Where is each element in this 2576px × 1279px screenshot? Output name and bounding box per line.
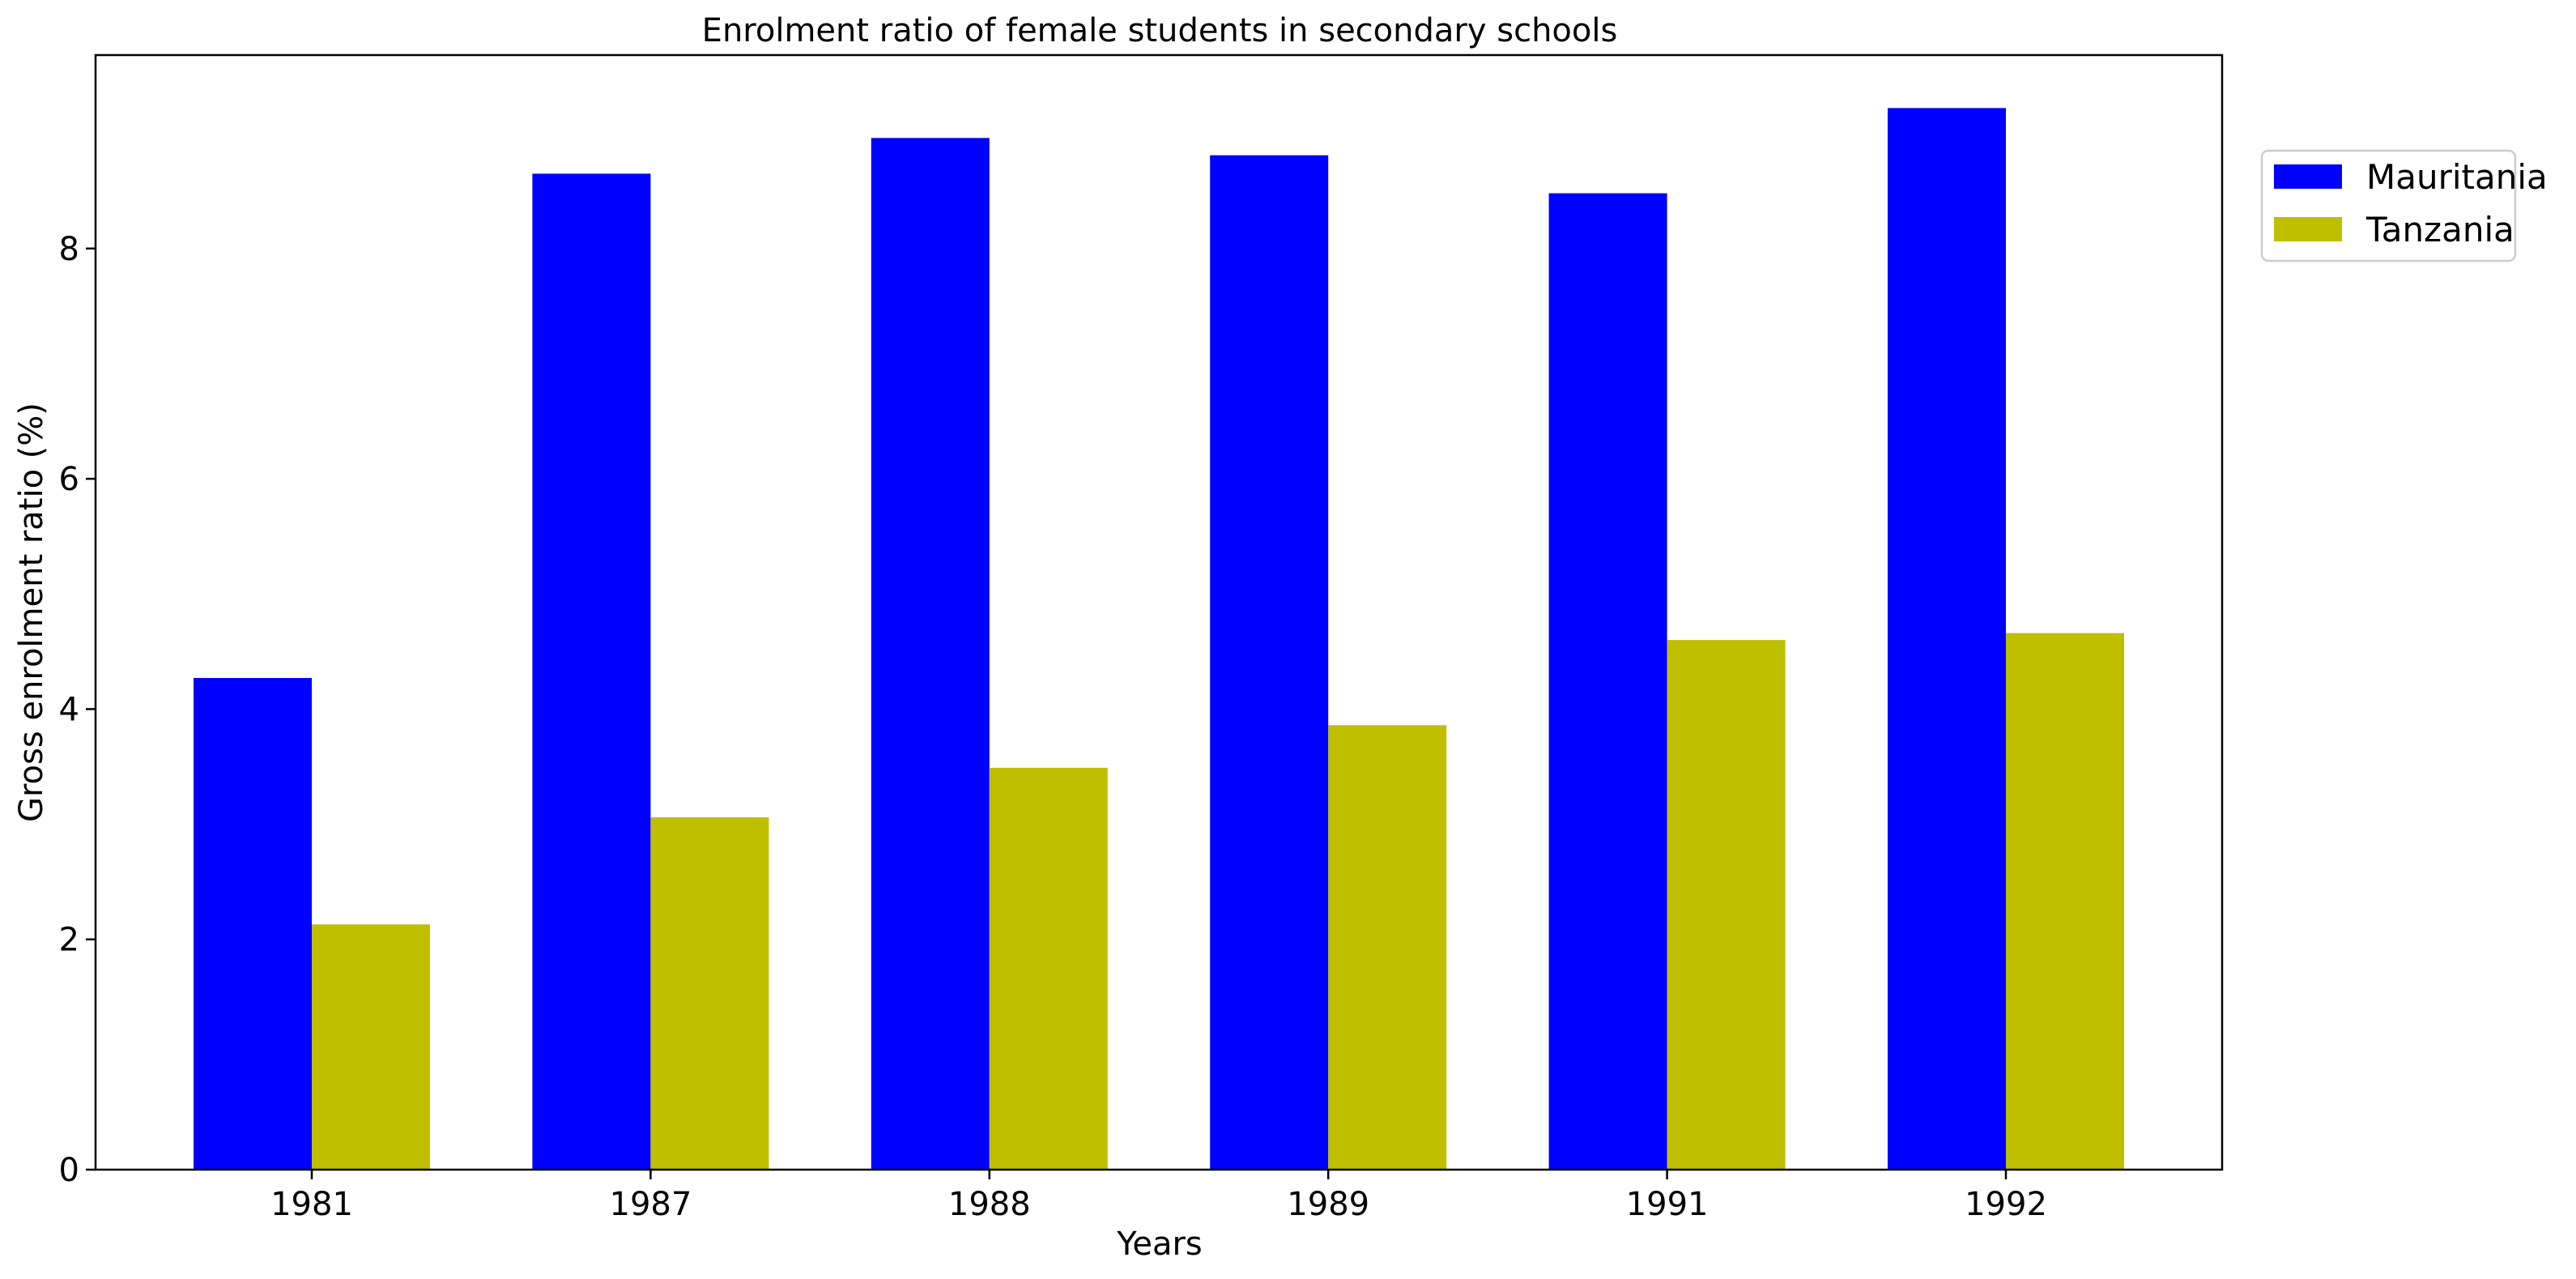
y-axis-label: Gross enrolment ratio (%)	[13, 403, 50, 822]
y-tick-label: 6	[59, 461, 79, 498]
y-tick-label: 4	[59, 691, 79, 728]
bar-mauritania-1992	[1888, 108, 2006, 1170]
chart-title: Enrolment ratio of female students in se…	[702, 12, 1618, 49]
bars-group	[194, 108, 2124, 1170]
bar-mauritania-1989	[1210, 155, 1329, 1170]
bar-tanzania-1988	[989, 767, 1108, 1170]
x-tick-label: 1989	[1287, 1186, 1369, 1223]
legend-label-mauritania: Mauritania	[2366, 157, 2548, 197]
y-tick-label: 0	[59, 1152, 79, 1189]
bar-tanzania-1992	[2006, 633, 2124, 1170]
y-axis: 0 2 4 6 8	[59, 231, 96, 1189]
bar-tanzania-1991	[1667, 640, 1786, 1170]
plot-frame	[94, 53, 2224, 1171]
legend-swatch-mauritania	[2274, 164, 2342, 189]
bar-tanzania-1981	[312, 924, 430, 1170]
y-tick-label: 2	[59, 922, 79, 959]
bar-tanzania-1989	[1328, 725, 1447, 1170]
legend: Mauritania Tanzania	[2260, 149, 2548, 262]
x-axis-label: Years	[1116, 1226, 1203, 1263]
bar-tanzania-1987	[650, 817, 769, 1170]
bar-mauritania-1991	[1548, 193, 1667, 1170]
bar-mauritania-1981	[194, 678, 312, 1170]
x-axis: 1981 1987 1988 1989 1991 1992	[270, 1170, 2047, 1223]
x-tick-label: 1987	[610, 1186, 692, 1223]
bar-mauritania-1988	[871, 138, 990, 1170]
legend-swatch-tanzania	[2274, 217, 2342, 241]
legend-label-tanzania: Tanzania	[2365, 210, 2514, 249]
x-tick-label: 1988	[948, 1186, 1031, 1223]
x-tick-label: 1992	[1965, 1186, 2047, 1223]
bar-mauritania-1987	[532, 173, 651, 1170]
x-tick-label: 1981	[270, 1186, 353, 1223]
y-tick-label: 8	[59, 231, 79, 268]
x-tick-label: 1991	[1626, 1186, 1709, 1223]
